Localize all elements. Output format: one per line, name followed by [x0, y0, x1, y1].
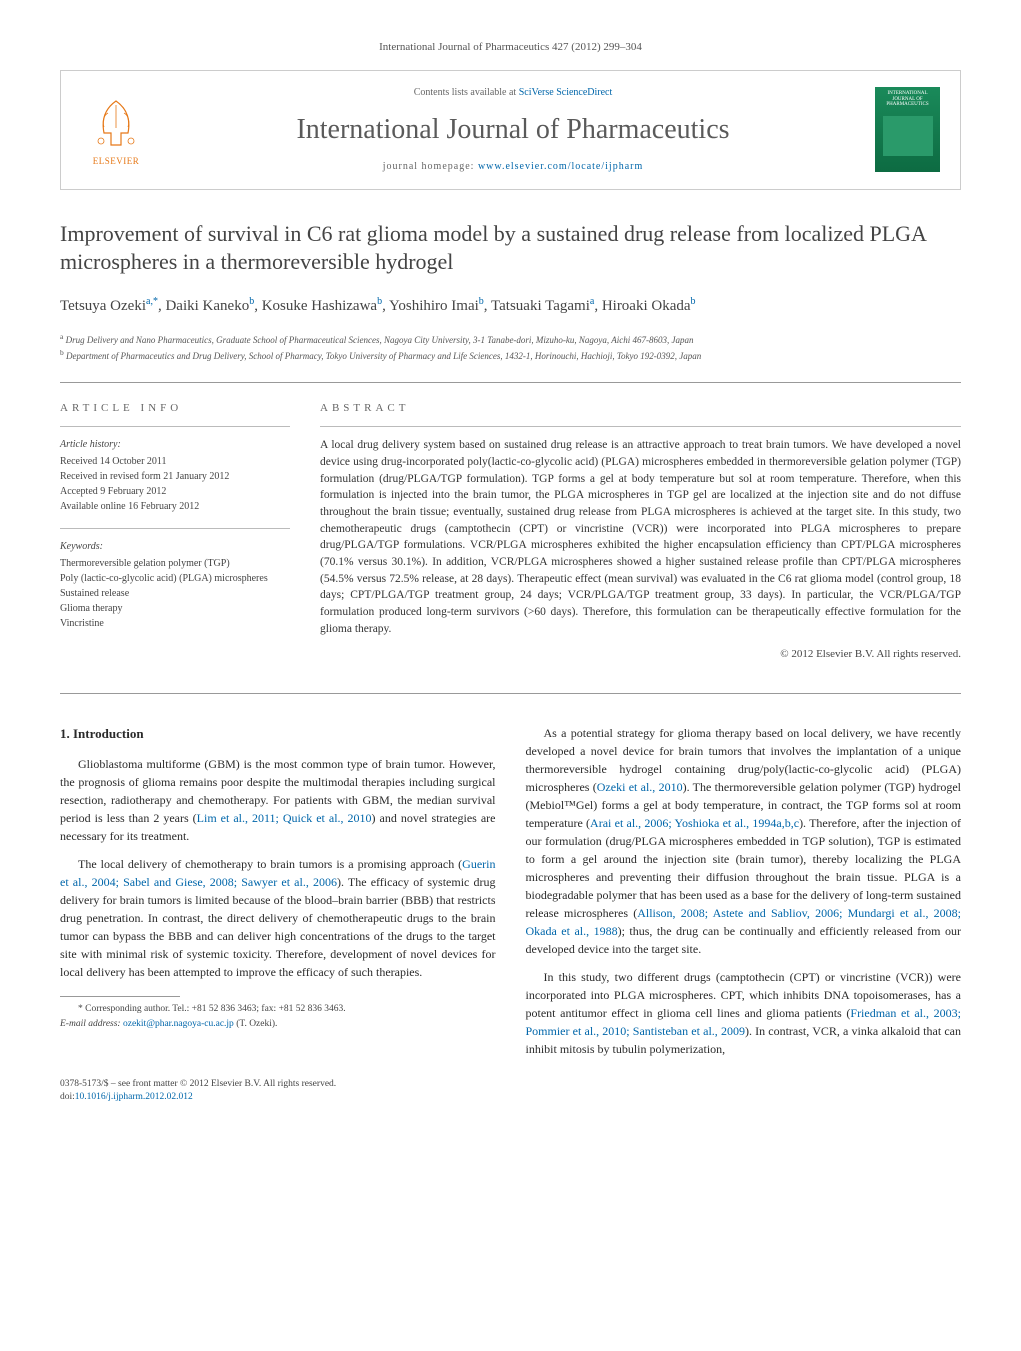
article-history-block: Article history: Received 14 October 201…: [60, 437, 290, 514]
keyword-1: Thermoreversible gelation polymer (TGP): [60, 556, 290, 571]
history-accepted: Accepted 9 February 2012: [60, 484, 290, 499]
elsevier-logo: ELSEVIER: [81, 90, 151, 170]
doi-line: doi:10.1016/j.ijpharm.2012.02.012: [60, 1091, 961, 1104]
affiliation-a-text: Drug Delivery and Nano Pharmaceutics, Gr…: [66, 335, 694, 345]
section-1-heading: 1. Introduction: [60, 724, 496, 744]
keyword-4: Glioma therapy: [60, 601, 290, 616]
cover-thumb-image: [883, 116, 933, 156]
journal-reference: International Journal of Pharmaceutics 4…: [60, 40, 961, 55]
citation-lim-quick[interactable]: Lim et al., 2011; Quick et al., 2010: [197, 811, 372, 825]
contents-available-line: Contents lists available at SciVerse Sci…: [151, 86, 875, 100]
header-center: Contents lists available at SciVerse Sci…: [151, 86, 875, 173]
article-info-heading: ARTICLE INFO: [60, 401, 290, 416]
front-matter-line: 0378-5173/$ – see front matter © 2012 El…: [60, 1078, 961, 1091]
divider-mid: [60, 693, 961, 694]
article-info-column: ARTICLE INFO Article history: Received 1…: [60, 401, 290, 663]
intro-paragraph-1: Glioblastoma multiforme (GBM) is the mos…: [60, 755, 496, 845]
keywords-label: Keywords:: [60, 539, 290, 554]
history-revised: Received in revised form 21 January 2012: [60, 469, 290, 484]
doi-link[interactable]: 10.1016/j.ijpharm.2012.02.012: [75, 1092, 193, 1102]
email-suffix: (T. Ozeki).: [234, 1019, 278, 1029]
footer-block: 0378-5173/$ – see front matter © 2012 El…: [60, 1078, 961, 1105]
journal-header-box: ELSEVIER Contents lists available at Sci…: [60, 70, 961, 189]
cover-thumb-title: INTERNATIONAL JOURNAL OF PHARMACEUTICS: [879, 91, 936, 108]
keywords-block: Keywords: Thermoreversible gelation poly…: [60, 539, 290, 631]
keyword-2: Poly (lactic-co-glycolic acid) (PLGA) mi…: [60, 571, 290, 586]
homepage-link[interactable]: www.elsevier.com/locate/ijpharm: [478, 161, 643, 172]
email-line: E-mail address: ozekit@phar.nagoya-cu.ac…: [60, 1018, 496, 1031]
p2-pre: The local delivery of chemotherapy to br…: [78, 857, 462, 871]
doi-prefix: doi:: [60, 1092, 75, 1102]
keyword-5: Vincristine: [60, 616, 290, 631]
journal-title: International Journal of Pharmaceutics: [151, 110, 875, 149]
affiliation-b: b Department of Pharmaceutics and Drug D…: [60, 347, 961, 364]
keyword-3: Sustained release: [60, 586, 290, 601]
footnote-block: * Corresponding author. Tel.: +81 52 836…: [60, 996, 496, 1032]
footnotes: * Corresponding author. Tel.: +81 52 836…: [60, 1003, 496, 1032]
info-divider-2: [60, 528, 290, 529]
homepage-prefix: journal homepage:: [383, 161, 478, 172]
abstract-copyright: © 2012 Elsevier B.V. All rights reserved…: [320, 647, 961, 662]
intro-paragraph-4: In this study, two different drugs (camp…: [526, 968, 962, 1058]
intro-paragraph-3: As a potential strategy for glioma thera…: [526, 724, 962, 958]
abstract-text: A local drug delivery system based on su…: [320, 437, 961, 637]
abstract-column: ABSTRACT A local drug delivery system ba…: [320, 401, 961, 663]
sciencedirect-link[interactable]: SciVerse ScienceDirect: [519, 87, 613, 98]
citation-arai-yoshioka[interactable]: Arai et al., 2006; Yoshioka et al., 1994…: [590, 816, 799, 830]
affiliation-b-text: Department of Pharmaceutics and Drug Del…: [66, 351, 701, 361]
email-label: E-mail address:: [60, 1019, 123, 1029]
history-label: Article history:: [60, 437, 290, 452]
elsevier-tree-icon: [86, 93, 146, 153]
body-two-column: 1. Introduction Glioblastoma multiforme …: [60, 724, 961, 1058]
history-online: Available online 16 February 2012: [60, 499, 290, 514]
abstract-divider: [320, 426, 961, 427]
info-divider: [60, 426, 290, 427]
affiliation-a: a Drug Delivery and Nano Pharmaceutics, …: [60, 331, 961, 348]
affiliations: a Drug Delivery and Nano Pharmaceutics, …: [60, 331, 961, 364]
footnote-divider: [60, 996, 180, 997]
citation-ozeki[interactable]: Ozeki et al., 2010: [597, 780, 683, 794]
journal-cover-thumbnail: INTERNATIONAL JOURNAL OF PHARMACEUTICS: [875, 87, 940, 172]
info-abstract-row: ARTICLE INFO Article history: Received 1…: [60, 401, 961, 663]
contents-prefix: Contents lists available at: [414, 87, 519, 98]
homepage-line: journal homepage: www.elsevier.com/locat…: [151, 160, 875, 174]
intro-paragraph-2: The local delivery of chemotherapy to br…: [60, 855, 496, 981]
divider-top: [60, 382, 961, 383]
p3-mid2: ). Therefore, after the injection of our…: [526, 816, 962, 920]
email-link[interactable]: ozekit@phar.nagoya-cu.ac.jp: [123, 1019, 234, 1029]
corresponding-author: * Corresponding author. Tel.: +81 52 836…: [60, 1003, 496, 1016]
elsevier-logo-text: ELSEVIER: [93, 155, 140, 168]
abstract-heading: ABSTRACT: [320, 401, 961, 416]
p2-post: ). The efficacy of systemic drug deliver…: [60, 875, 496, 979]
authors-list: Tetsuya Ozekia,*, Daiki Kanekob, Kosuke …: [60, 295, 961, 317]
article-title: Improvement of survival in C6 rat glioma…: [60, 220, 961, 277]
history-received: Received 14 October 2011: [60, 454, 290, 469]
